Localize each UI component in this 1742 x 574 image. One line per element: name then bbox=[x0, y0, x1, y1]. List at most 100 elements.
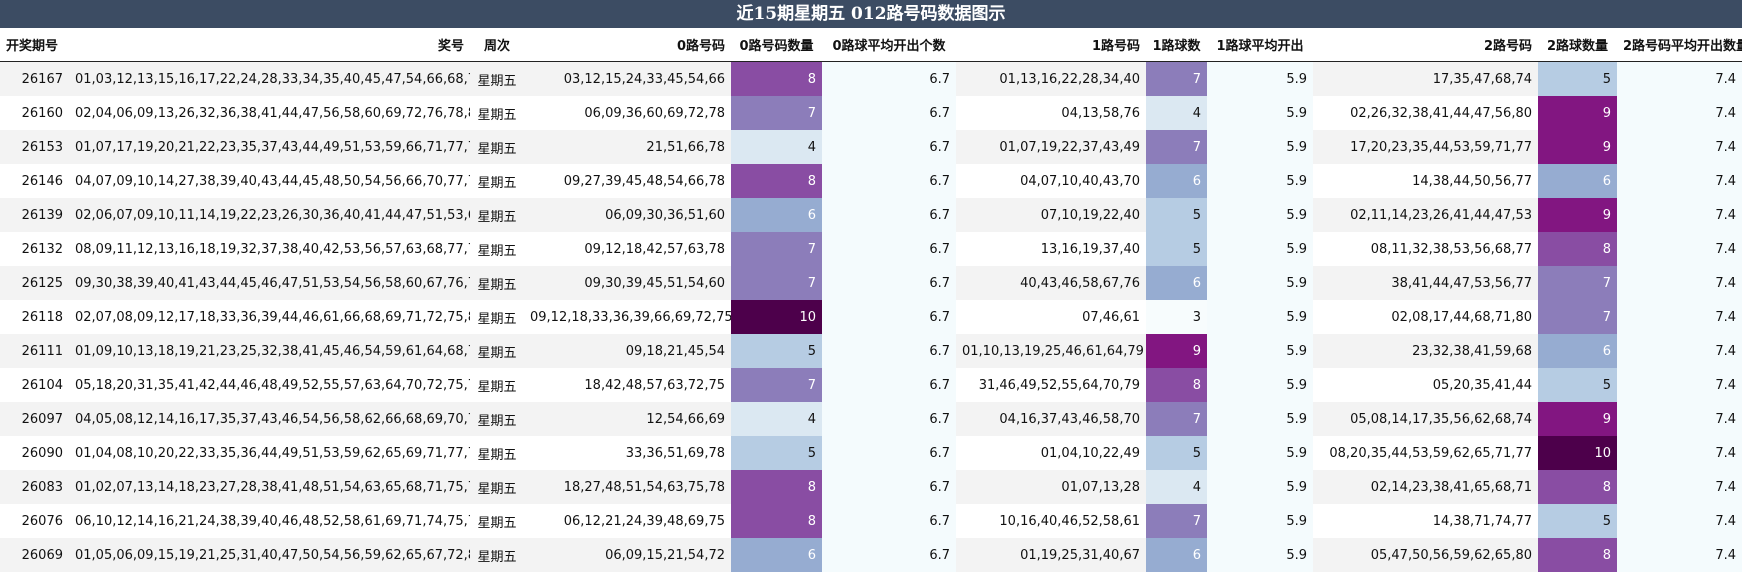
cell-route1-count: 8 bbox=[1146, 368, 1207, 402]
cell-route2-avg: 7.4 bbox=[1617, 334, 1742, 368]
cell-route0-count: 7 bbox=[731, 96, 822, 130]
cell-issue: 26083 bbox=[0, 470, 69, 504]
table-row: 26069 01,05,06,09,15,19,21,25,31,40,47,50… bbox=[0, 538, 1742, 572]
cell-route1-avg: 5.9 bbox=[1207, 368, 1313, 402]
cell-weekday: 星期五 bbox=[470, 368, 524, 402]
header-route2-numbers: 2路号码 bbox=[1313, 28, 1538, 62]
cell-route2-count: 9 bbox=[1538, 198, 1617, 232]
table-row: 26090 01,04,08,10,20,22,33,35,36,44,49,51… bbox=[0, 436, 1742, 470]
cell-issue: 26118 bbox=[0, 300, 69, 334]
table-row: 26125 09,30,38,39,40,41,43,44,45,46,47,51… bbox=[0, 266, 1742, 300]
cell-route2-numbers: 14,38,71,74,77 bbox=[1313, 504, 1538, 538]
cell-route2-numbers: 05,47,50,56,59,62,65,80 bbox=[1313, 538, 1538, 572]
cell-route1-numbers: 31,46,49,52,55,64,70,79 bbox=[956, 368, 1146, 402]
cell-issue: 26146 bbox=[0, 164, 69, 198]
cell-route0-numbers: 09,18,21,45,54 bbox=[524, 334, 731, 368]
cell-route1-numbers: 04,16,37,43,46,58,70 bbox=[956, 402, 1146, 436]
cell-route0-count: 5 bbox=[731, 436, 822, 470]
cell-route0-count: 8 bbox=[731, 470, 822, 504]
cell-route0-count: 6 bbox=[731, 198, 822, 232]
cell-route0-avg: 6.7 bbox=[822, 266, 956, 300]
cell-route1-avg: 5.9 bbox=[1207, 334, 1313, 368]
cell-route0-avg: 6.7 bbox=[822, 402, 956, 436]
cell-issue: 26139 bbox=[0, 198, 69, 232]
cell-route0-avg: 6.7 bbox=[822, 470, 956, 504]
cell-route2-count: 8 bbox=[1538, 470, 1617, 504]
cell-numbers: 08,09,11,12,13,16,18,19,32,37,38,40,42,5… bbox=[69, 232, 470, 266]
cell-route1-avg: 5.9 bbox=[1207, 96, 1313, 130]
cell-route2-avg: 7.4 bbox=[1617, 504, 1742, 538]
cell-route2-avg: 7.4 bbox=[1617, 130, 1742, 164]
cell-issue: 26069 bbox=[0, 538, 69, 572]
cell-route0-numbers: 33,36,51,69,78 bbox=[524, 436, 731, 470]
cell-route1-count: 7 bbox=[1146, 61, 1207, 96]
cell-route1-avg: 5.9 bbox=[1207, 164, 1313, 198]
cell-route0-avg: 6.7 bbox=[822, 232, 956, 266]
header-route1-count: 1路球数 bbox=[1146, 28, 1207, 62]
cell-route1-count: 3 bbox=[1146, 300, 1207, 334]
cell-numbers: 02,06,07,09,10,11,14,19,22,23,26,30,36,4… bbox=[69, 198, 470, 232]
cell-route1-count: 4 bbox=[1146, 470, 1207, 504]
cell-route1-numbers: 40,43,46,58,67,76 bbox=[956, 266, 1146, 300]
cell-issue: 26097 bbox=[0, 402, 69, 436]
cell-route2-avg: 7.4 bbox=[1617, 164, 1742, 198]
table-row: 26167 01,03,12,13,15,16,17,22,24,28,33,34… bbox=[0, 61, 1742, 96]
cell-route0-avg: 6.7 bbox=[822, 96, 956, 130]
cell-route0-numbers: 06,09,30,36,51,60 bbox=[524, 198, 731, 232]
cell-route2-avg: 7.4 bbox=[1617, 96, 1742, 130]
cell-issue: 26153 bbox=[0, 130, 69, 164]
cell-route0-count: 7 bbox=[731, 266, 822, 300]
cell-route0-numbers: 03,12,15,24,33,45,54,66 bbox=[524, 61, 731, 96]
cell-numbers: 01,02,07,13,14,18,23,27,28,38,41,48,51,5… bbox=[69, 470, 470, 504]
cell-route1-avg: 5.9 bbox=[1207, 300, 1313, 334]
cell-route1-numbers: 01,19,25,31,40,67 bbox=[956, 538, 1146, 572]
cell-weekday: 星期五 bbox=[470, 300, 524, 334]
cell-route1-numbers: 01,13,16,22,28,34,40 bbox=[956, 61, 1146, 96]
cell-route2-count: 7 bbox=[1538, 300, 1617, 334]
cell-route2-count: 9 bbox=[1538, 402, 1617, 436]
cell-route1-count: 6 bbox=[1146, 164, 1207, 198]
cell-route2-avg: 7.4 bbox=[1617, 402, 1742, 436]
cell-route1-numbers: 10,16,40,46,52,58,61 bbox=[956, 504, 1146, 538]
cell-route2-count: 10 bbox=[1538, 436, 1617, 470]
cell-route2-numbers: 38,41,44,47,53,56,77 bbox=[1313, 266, 1538, 300]
cell-route0-count: 4 bbox=[731, 130, 822, 164]
cell-route2-numbers: 02,14,23,38,41,65,68,71 bbox=[1313, 470, 1538, 504]
cell-route1-numbers: 07,46,61 bbox=[956, 300, 1146, 334]
cell-route0-numbers: 06,12,21,24,39,48,69,75 bbox=[524, 504, 731, 538]
cell-route0-avg: 6.7 bbox=[822, 300, 956, 334]
cell-route0-avg: 6.7 bbox=[822, 538, 956, 572]
cell-route1-count: 6 bbox=[1146, 538, 1207, 572]
cell-route2-count: 5 bbox=[1538, 368, 1617, 402]
cell-route0-numbers: 18,42,48,57,63,72,75 bbox=[524, 368, 731, 402]
cell-route2-count: 9 bbox=[1538, 130, 1617, 164]
cell-route0-numbers: 09,27,39,45,48,54,66,78 bbox=[524, 164, 731, 198]
cell-route1-count: 9 bbox=[1146, 334, 1207, 368]
table-row: 26146 04,07,09,10,14,27,38,39,40,43,44,45… bbox=[0, 164, 1742, 198]
header-issue: 开奖期号 bbox=[0, 28, 69, 62]
cell-numbers: 02,04,06,09,13,26,32,36,38,41,44,47,56,5… bbox=[69, 96, 470, 130]
cell-route2-avg: 7.4 bbox=[1617, 470, 1742, 504]
cell-issue: 26090 bbox=[0, 436, 69, 470]
header-route0-avg: 0路球平均开出个数 bbox=[822, 28, 956, 62]
cell-route2-count: 7 bbox=[1538, 266, 1617, 300]
cell-numbers: 04,05,08,12,14,16,17,35,37,43,46,54,56,5… bbox=[69, 402, 470, 436]
cell-route1-count: 5 bbox=[1146, 436, 1207, 470]
cell-route1-avg: 5.9 bbox=[1207, 61, 1313, 96]
cell-numbers: 01,09,10,13,18,19,21,23,25,32,38,41,45,4… bbox=[69, 334, 470, 368]
cell-route1-avg: 5.9 bbox=[1207, 402, 1313, 436]
cell-issue: 26132 bbox=[0, 232, 69, 266]
cell-route2-avg: 7.4 bbox=[1617, 368, 1742, 402]
cell-route2-avg: 7.4 bbox=[1617, 61, 1742, 96]
table-row: 26153 01,07,17,19,20,21,22,23,35,37,43,44… bbox=[0, 130, 1742, 164]
cell-numbers: 01,05,06,09,15,19,21,25,31,40,47,50,54,5… bbox=[69, 538, 470, 572]
table-row: 26139 02,06,07,09,10,11,14,19,22,23,26,30… bbox=[0, 198, 1742, 232]
cell-weekday: 星期五 bbox=[470, 402, 524, 436]
header-route1-numbers: 1路号码 bbox=[956, 28, 1146, 62]
cell-route0-count: 6 bbox=[731, 538, 822, 572]
cell-route0-numbers: 21,51,66,78 bbox=[524, 130, 731, 164]
cell-route1-numbers: 01,07,13,28 bbox=[956, 470, 1146, 504]
cell-issue: 26167 bbox=[0, 61, 69, 96]
cell-route2-numbers: 05,20,35,41,44 bbox=[1313, 368, 1538, 402]
